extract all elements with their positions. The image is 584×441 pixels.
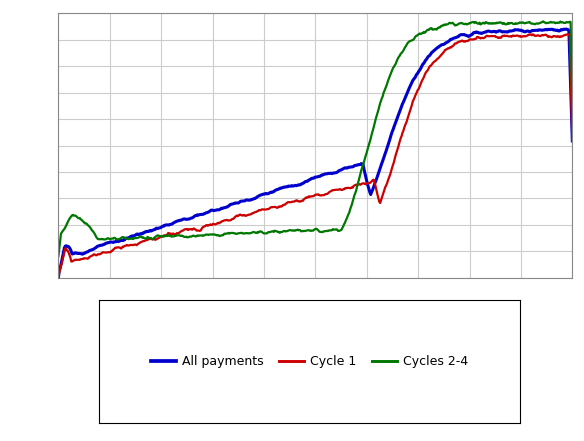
All payments (146, 228, 153, 234)
Cycle 1 (55, 275, 62, 280)
Cycle 1 (565, 32, 572, 37)
Cycles 2-4 (398, 50, 405, 56)
All payments (55, 275, 62, 280)
All payments (398, 104, 405, 109)
Cycle 1 (442, 47, 449, 52)
Cycle 1 (358, 182, 365, 187)
Legend: All payments, Cycle 1, Cycles 2-4: All payments, Cycle 1, Cycles 2-4 (145, 349, 474, 374)
All payments (287, 183, 294, 189)
All payments (569, 138, 576, 143)
Cycle 1 (398, 134, 405, 139)
Cycle 1 (569, 138, 576, 143)
Cycle 1 (287, 200, 294, 205)
Cycles 2-4 (287, 228, 294, 233)
Cycles 2-4 (358, 168, 365, 173)
All payments (442, 41, 449, 46)
All payments (358, 161, 365, 166)
Line: Cycles 2-4: Cycles 2-4 (58, 21, 572, 256)
All payments (187, 216, 194, 221)
Cycle 1 (187, 227, 194, 232)
Cycles 2-4 (442, 22, 449, 27)
Cycles 2-4 (540, 19, 547, 24)
Cycles 2-4 (146, 235, 153, 240)
Cycles 2-4 (569, 105, 576, 110)
Line: All payments: All payments (58, 29, 572, 278)
Cycles 2-4 (55, 254, 62, 259)
Cycle 1 (146, 236, 153, 241)
Cycles 2-4 (187, 234, 194, 239)
Line: Cycle 1: Cycle 1 (58, 34, 572, 278)
All payments (563, 26, 570, 32)
